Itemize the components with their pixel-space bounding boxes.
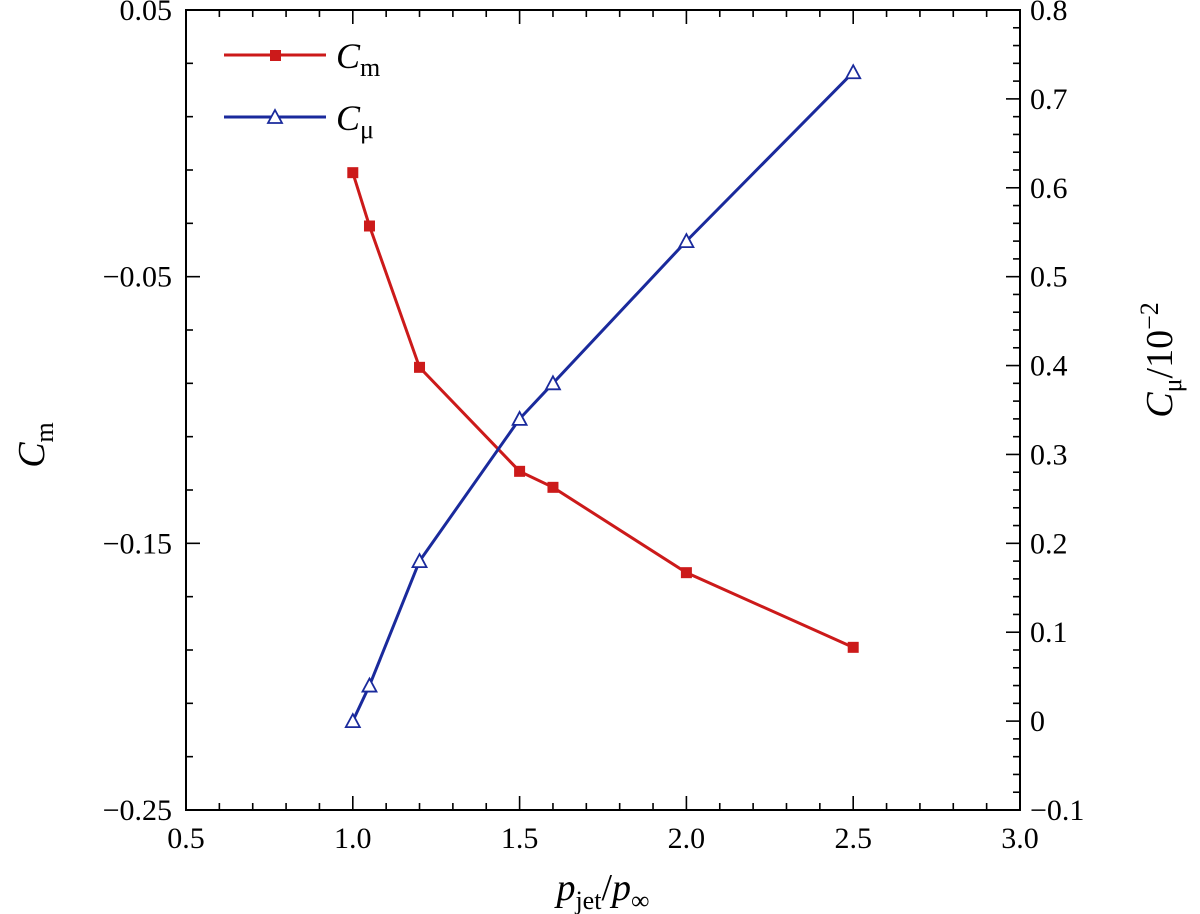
y-right-tick-label: −0.1: [1030, 794, 1084, 827]
legend-label-cm: Cm: [336, 36, 380, 82]
data-point-cm: [514, 465, 526, 477]
series-line-0: [351, 172, 854, 649]
data-point-cmu: [511, 409, 529, 426]
legend-marker-cmu: [266, 108, 284, 124]
data-point-cmu: [360, 676, 378, 693]
y-left-axis-title: Cm: [11, 422, 59, 468]
legend: Cm Cμ: [224, 36, 380, 144]
x-tick-label: 0.5: [167, 822, 205, 855]
y-right-tick-label: 0.4: [1030, 350, 1068, 383]
plot-frame: [185, 9, 1021, 811]
x-tick-label: 1.0: [334, 822, 372, 855]
data-point-cmu: [844, 63, 862, 80]
y-left-tick-label: −0.05: [103, 261, 172, 294]
data-point-cm: [547, 481, 559, 493]
y-left-tick-label: −0.15: [103, 527, 172, 560]
data-point-cm: [414, 361, 426, 373]
y-right-tick-label: 0.2: [1030, 527, 1068, 560]
series-layer: [344, 63, 862, 729]
data-point-cm: [847, 641, 859, 653]
data-point-cm: [347, 167, 359, 179]
y-right-tick-label: 0.7: [1030, 83, 1068, 116]
y-right-axis-title: Cμ/10−2: [1135, 302, 1187, 418]
x-tick-label: 1.5: [501, 822, 539, 855]
data-point-cmu: [677, 232, 695, 249]
series-line-1: [351, 71, 855, 722]
x-tick-label: 2.5: [834, 822, 872, 855]
y-right-tick-label: 0.1: [1030, 616, 1068, 649]
data-point-cmu: [411, 552, 429, 569]
y-right-tick-label: 0.8: [1030, 0, 1068, 27]
x-tick-label: 3.0: [1001, 822, 1039, 855]
x-tick-label: 2.0: [668, 822, 706, 855]
y-right-tick-label: 0.5: [1030, 261, 1068, 294]
y-left-tick-label: 0.05: [120, 0, 173, 27]
y-right-tick-label: 0.6: [1030, 172, 1068, 205]
y-left-tick-label: −0.25: [103, 794, 172, 827]
legend-label-cmu: Cμ: [336, 98, 374, 144]
legend-marker-cm: [270, 50, 281, 61]
data-point-cm: [363, 220, 375, 232]
data-point-cmu: [344, 712, 362, 729]
axis-ticks: 0.5 1.0 1.5 2.0 2.5 3.0 0.05 −0.05 −0.15 −0.25 −0.…: [103, 0, 1085, 855]
y-right-tick-label: 0: [1030, 705, 1045, 738]
x-axis-title: pjet/p∞: [553, 867, 649, 914]
y-right-tick-label: 0.3: [1030, 438, 1068, 471]
data-point-cmu: [544, 374, 562, 391]
data-point-cm: [680, 567, 692, 579]
